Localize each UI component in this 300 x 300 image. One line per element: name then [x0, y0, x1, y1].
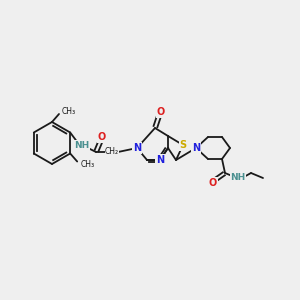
- Text: CH₂: CH₂: [105, 148, 119, 157]
- Text: N: N: [156, 155, 164, 165]
- Text: O: O: [157, 107, 165, 117]
- Text: NH: NH: [230, 173, 246, 182]
- Text: CH₃: CH₃: [80, 160, 94, 169]
- Text: N: N: [133, 143, 141, 153]
- Text: S: S: [179, 140, 187, 150]
- Text: O: O: [209, 178, 217, 188]
- Text: O: O: [98, 132, 106, 142]
- Text: N: N: [192, 143, 200, 153]
- Text: NH: NH: [74, 140, 90, 149]
- Text: CH₃: CH₃: [62, 106, 76, 116]
